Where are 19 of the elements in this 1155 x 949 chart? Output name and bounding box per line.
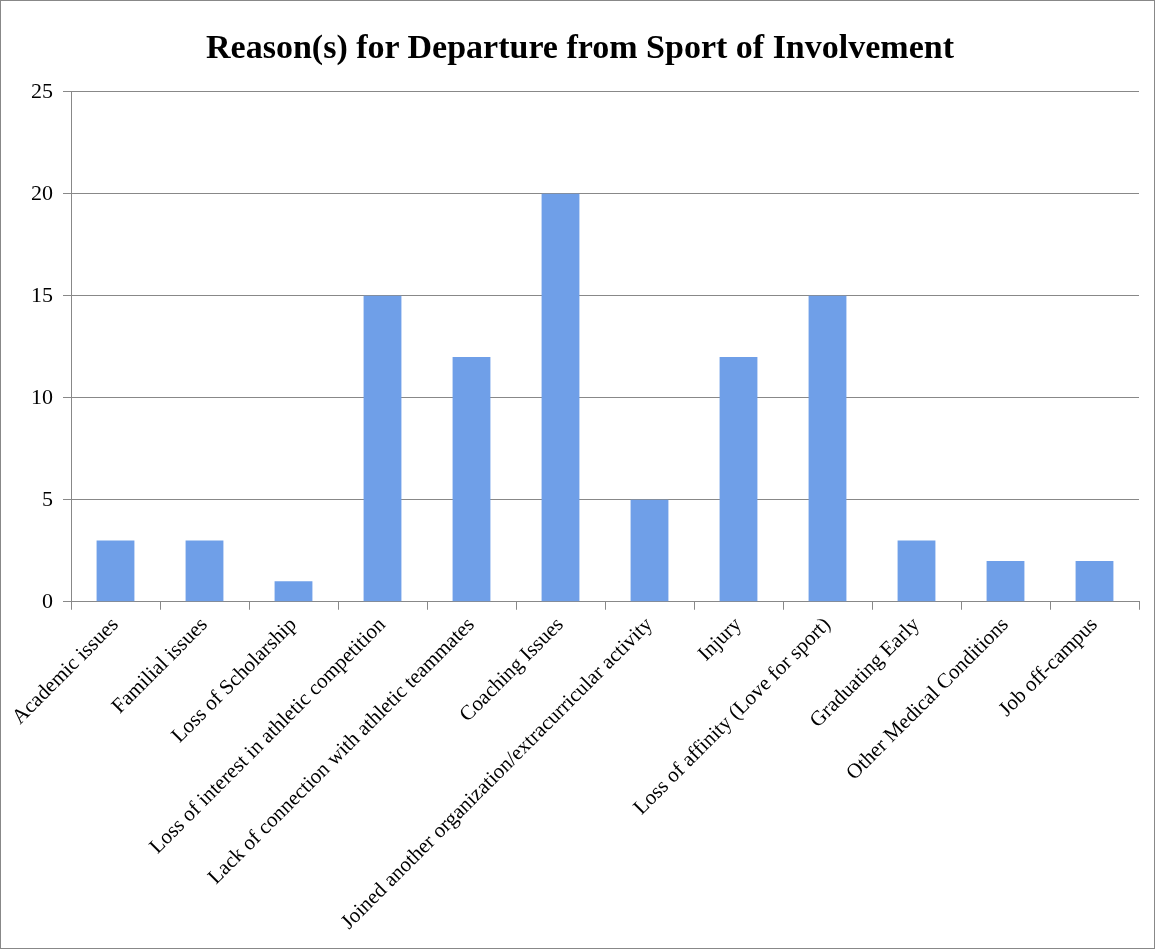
- bar: [363, 295, 402, 602]
- bar: [808, 295, 847, 602]
- chart-title: Reason(s) for Departure from Sport of Involvement: [206, 28, 955, 67]
- bar: [719, 356, 758, 602]
- bar: [630, 499, 669, 602]
- bar: [452, 356, 491, 602]
- bar: [96, 540, 135, 602]
- y-tick-label: 0: [42, 587, 53, 613]
- bar: [897, 540, 936, 602]
- bar: [986, 560, 1025, 602]
- y-tick-label: 25: [31, 77, 53, 103]
- bar: [1075, 560, 1114, 602]
- y-tick-label: 10: [31, 383, 53, 409]
- y-tick-label: 20: [31, 179, 53, 205]
- bar: [185, 540, 224, 602]
- bar: [541, 193, 580, 602]
- y-tick-label: 15: [31, 281, 53, 307]
- y-tick-label: 5: [42, 485, 53, 511]
- bar: [274, 581, 313, 602]
